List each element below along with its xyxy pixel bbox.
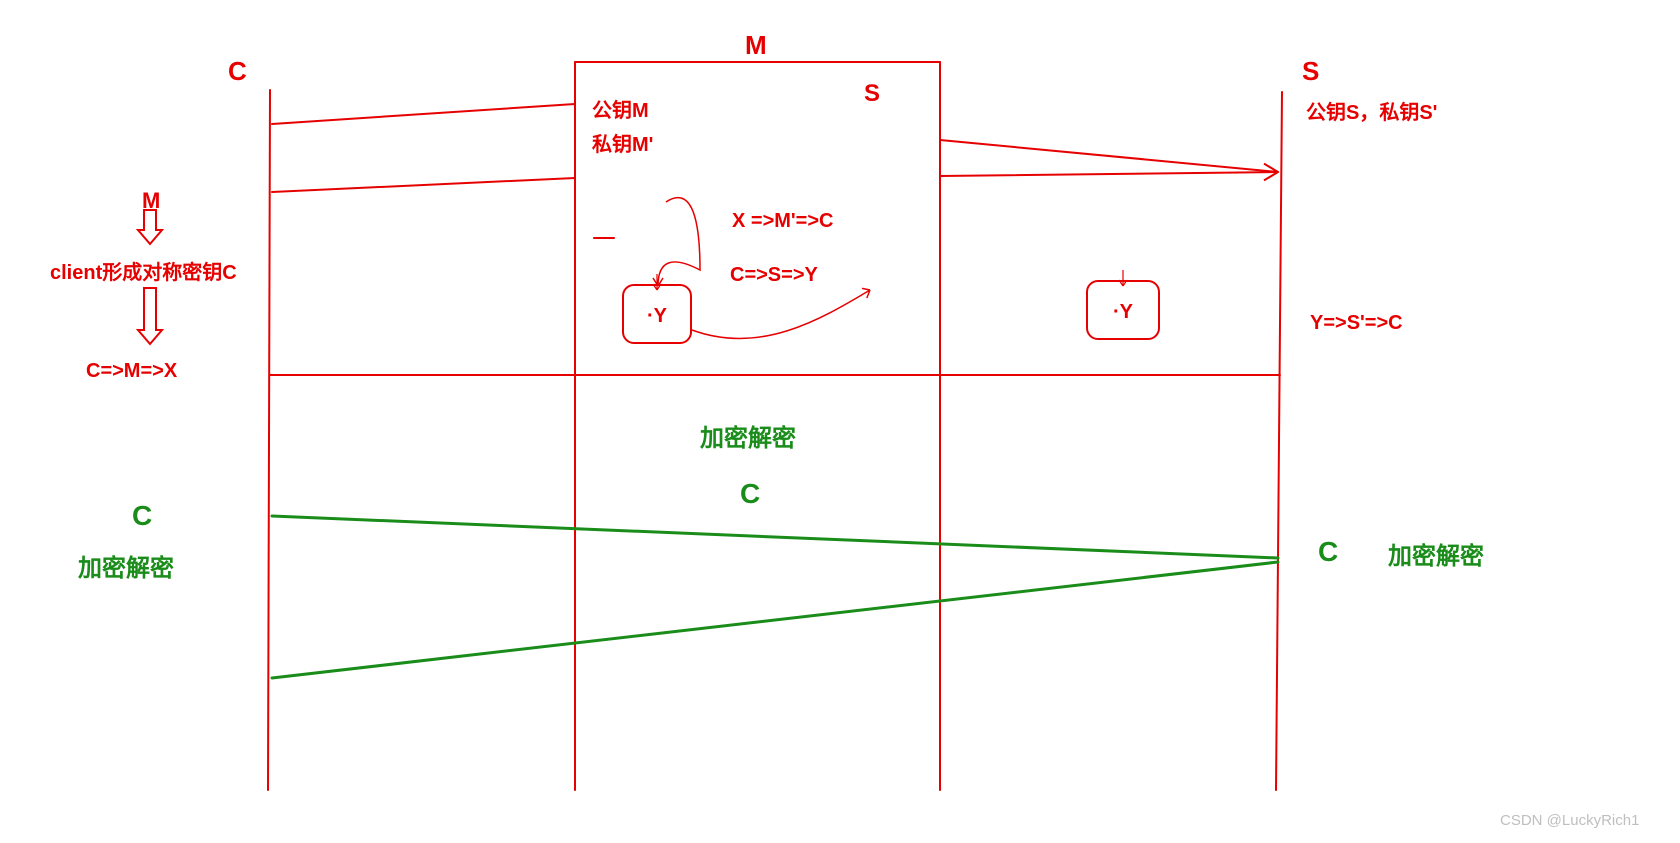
watermark: CSDN @LuckyRich1 (1500, 812, 1639, 829)
label-title_M: M (745, 30, 767, 61)
label-green_left_t: 加密解密 (78, 548, 174, 583)
s-to-c-top (272, 104, 575, 124)
label-C_S_Y: C=>S=>Y (730, 264, 818, 287)
label-client_form_C: client形成对称密钥C (50, 256, 237, 285)
y-box-mitm: ·Y (622, 284, 692, 344)
label-title_C: C (228, 56, 247, 87)
s-to-c-green (272, 562, 1278, 678)
label-pubkey_M: 公钥M (592, 94, 649, 123)
label-green_left_C: C (132, 500, 152, 532)
label-title_S_in_box: S (864, 80, 880, 108)
lifeline-client (268, 90, 270, 790)
label-Y_Sp_C: Y=>S'=>C (1310, 312, 1403, 335)
c-to-s-reply (272, 178, 575, 192)
curl-from-y (692, 290, 870, 339)
label-green_mid_C: C (740, 478, 760, 510)
arrow-M-down (138, 210, 162, 244)
curl-to-y (658, 198, 700, 286)
arrow-desc-down (138, 288, 162, 344)
label-C_M_X: C=>M=>X (86, 360, 177, 383)
label-X_Mp_C: X =>M'=>C (732, 210, 833, 233)
lifeline-server (1276, 92, 1282, 790)
label-pubkey_S_note: 公钥S，私钥S' (1306, 96, 1437, 125)
label-green_mid_title: 加密解密 (700, 418, 796, 453)
m-to-s-2 (940, 172, 1278, 176)
y-box-server: ·Y (1086, 280, 1160, 340)
label-green_right_t: 加密解密 (1388, 536, 1484, 571)
y-box-mitm-label: ·Y (647, 305, 667, 328)
c-to-s-green (272, 516, 1278, 558)
m-to-s-1 (940, 140, 1278, 172)
label-step_M: M (142, 188, 160, 214)
label-prikey_M: 私钥M' (592, 128, 653, 157)
diagram-svg (0, 0, 1680, 843)
label-green_right_C: C (1318, 536, 1338, 568)
y-box-server-label: ·Y (1113, 301, 1133, 324)
label-title_S_right: S (1302, 56, 1319, 87)
